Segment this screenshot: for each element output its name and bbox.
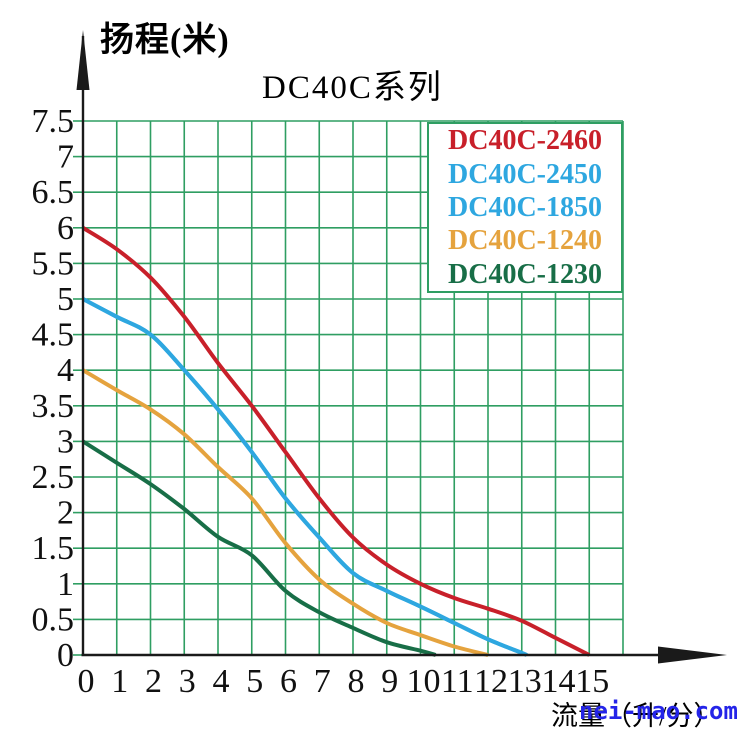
x-tick-label: 9	[381, 663, 398, 700]
x-tick-label: 10	[407, 663, 441, 700]
y-tick-label: 6.5	[32, 174, 75, 211]
y-tick-label: 0	[57, 637, 74, 674]
x-tick-label: 13	[508, 663, 542, 700]
curve-dc40c-1240	[81, 368, 489, 657]
x-tick-label: 6	[280, 663, 297, 700]
y-tick-label: 4	[57, 352, 74, 389]
x-tick-label: 14	[542, 663, 576, 700]
y-tick-label: 2	[57, 495, 74, 532]
y-tick-label: 5.5	[32, 245, 75, 282]
curve-dc40c-2450	[82, 297, 528, 657]
legend-item-dc40c-1850: DC40C-1850	[448, 191, 602, 223]
y-tick-label: 1.5	[32, 530, 75, 567]
y-tick-label: 5	[57, 281, 74, 318]
x-tick-label: 5	[246, 663, 263, 700]
x-tick-label: 7	[314, 663, 331, 700]
x-tick-label: 12	[474, 663, 508, 700]
x-tick-label: 11	[441, 663, 474, 700]
x-tick-label: 0	[78, 663, 95, 700]
y-tick-label: 6	[57, 210, 74, 247]
y-tick-label: 1	[57, 566, 74, 603]
watermark: nei-mao.com	[579, 697, 737, 725]
y-tick-label: 2.5	[32, 459, 75, 496]
x-tick-label: 3	[179, 663, 196, 700]
x-tick-label: 15	[575, 663, 609, 700]
legend-item-dc40c-2460: DC40C-2460	[448, 125, 602, 157]
y-tick-label: 7.5	[32, 103, 75, 140]
legend-item-dc40c-1230: DC40C-1230	[448, 258, 602, 290]
y-tick-label: 3	[57, 423, 74, 460]
x-axis-title: 流量（升/分）	[551, 701, 721, 731]
curve-dc40c-2460	[81, 226, 591, 657]
x-tick-label: 4	[213, 663, 230, 700]
legend-item-dc40c-2450: DC40C-2450	[448, 158, 602, 190]
y-tick-label: 4.5	[32, 317, 75, 354]
x-tick-label: 8	[348, 663, 365, 700]
y-tick-label: 3.5	[32, 388, 75, 425]
y-tick-label: 7	[57, 139, 74, 176]
legend-item-dc40c-1240: DC40C-1240	[448, 225, 602, 257]
x-tick-label: 1	[111, 663, 128, 700]
curve-dc40c-1230	[81, 439, 437, 657]
y-axis-title: 扬程(米)	[100, 22, 230, 59]
legend: DC40C-2460 DC40C-2450 DC40C-1850 DC40C-1240…	[427, 122, 623, 293]
y-axis-arrow-icon	[76, 30, 90, 90]
chart-title: DC40C系列	[262, 70, 443, 106]
x-axis-arrow-icon	[658, 646, 727, 664]
y-tick-label: 0.5	[32, 601, 75, 638]
x-tick-label: 2	[145, 663, 162, 700]
